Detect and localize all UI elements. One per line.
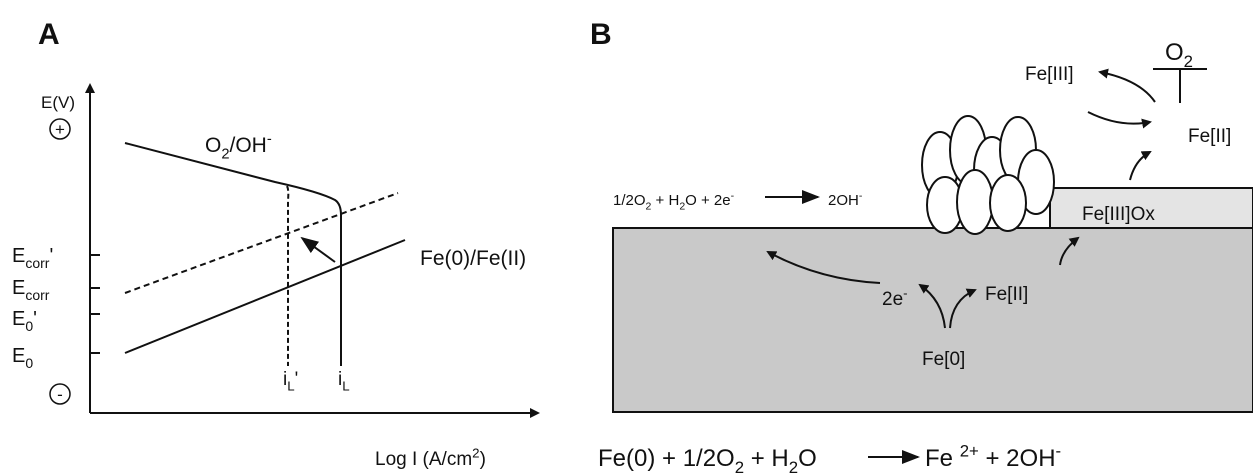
- text-part: 0: [25, 318, 33, 334]
- pole-minus: -: [57, 385, 63, 404]
- text-part: Fe: [925, 445, 960, 472]
- text-part: ': [49, 245, 53, 267]
- text-part: 1/2O: [613, 192, 646, 209]
- text-part: O: [205, 134, 221, 157]
- text-part: -: [859, 190, 863, 202]
- text-part: ': [295, 369, 299, 390]
- reaction-text: 2OH-: [828, 190, 863, 209]
- equation-text: Fe(0) + 1/2O2 + H2O: [598, 445, 817, 475]
- pole-plus: +: [55, 120, 65, 139]
- limited-curve: [287, 186, 288, 366]
- text-part: 2: [472, 445, 479, 460]
- figure: AE(V)+-Ecorr'EcorrE0'E0O2/OH-Fe(0)/Fe(II…: [0, 0, 1253, 475]
- text-part: -: [1056, 441, 1062, 460]
- text-part: E: [12, 277, 25, 299]
- potential-label: E0': [12, 308, 37, 334]
- species-label: Fe[III]Ox: [1082, 204, 1155, 225]
- text-part: E: [12, 345, 25, 367]
- text-part: L: [342, 379, 349, 394]
- oxidation-arrow: [1088, 112, 1150, 124]
- text-part: corr: [25, 287, 49, 303]
- text-part: /OH: [230, 134, 267, 157]
- text-part: 2+: [960, 441, 979, 460]
- bacteria-cluster: [922, 116, 1054, 234]
- species-label: Fe[0]: [922, 349, 965, 370]
- text-part: corr: [25, 255, 49, 271]
- text-part: E(V): [41, 93, 75, 112]
- text-part: -: [731, 190, 735, 202]
- shift-arrow: [302, 238, 335, 262]
- y-axis-title: E(V): [41, 93, 75, 112]
- species-label: O2: [1165, 39, 1193, 71]
- text-part: 2OH: [828, 192, 859, 209]
- limit-label: iL': [283, 369, 298, 394]
- text-part: Log I (A/cm: [375, 449, 472, 470]
- equation-text: Fe 2+ + 2OH-: [925, 441, 1061, 472]
- species-label: Fe[II]: [985, 284, 1028, 305]
- text-part: E: [12, 308, 25, 330]
- text-part: + H: [744, 445, 789, 472]
- species-label: Fe[III]: [1025, 64, 1074, 85]
- text-part: O + 2e: [685, 192, 730, 209]
- panel-b-drawing: [613, 69, 1253, 457]
- text-part: ): [480, 449, 486, 470]
- curve-label: Fe(0)/Fe(II): [420, 247, 526, 270]
- panel-label: B: [590, 18, 612, 51]
- x-axis-title: Log I (A/cm2): [375, 445, 486, 470]
- potential-label: Ecorr': [12, 245, 53, 271]
- potential-label: E0: [12, 345, 33, 371]
- text-part: 2: [735, 458, 744, 475]
- reaction-text: 1/2O2 + H2O + 2e-: [613, 190, 735, 213]
- text-part: 0: [25, 355, 33, 371]
- text-part: L: [287, 379, 294, 394]
- text-part: -: [903, 285, 907, 300]
- curve-label: O2/OH-: [205, 132, 272, 163]
- species-label: Fe[II]: [1188, 126, 1231, 147]
- oxidation-arrow: [1100, 72, 1155, 102]
- text-part: + 2OH: [979, 445, 1056, 472]
- text-part: -: [267, 132, 272, 148]
- iron-block: [613, 228, 1253, 412]
- text-part: O: [1165, 39, 1184, 66]
- text-part: + H: [651, 192, 679, 209]
- shifted-anodic-line: [125, 193, 398, 293]
- text-part: 2: [1184, 52, 1193, 71]
- text-part: 2: [221, 146, 229, 162]
- panel-label: A: [38, 18, 60, 51]
- diffusion-arrow: [1130, 152, 1150, 180]
- potential-label: Ecorr: [12, 277, 50, 303]
- text-part: E: [12, 245, 25, 267]
- text-part: ': [33, 308, 37, 330]
- text-part: Fe(0) + 1/2O: [598, 445, 735, 472]
- text-part: 2: [789, 458, 798, 475]
- text-part: 2e: [882, 289, 903, 310]
- text-part: O: [798, 445, 817, 472]
- limit-label: iL: [338, 369, 350, 394]
- anodic-line: [125, 240, 405, 353]
